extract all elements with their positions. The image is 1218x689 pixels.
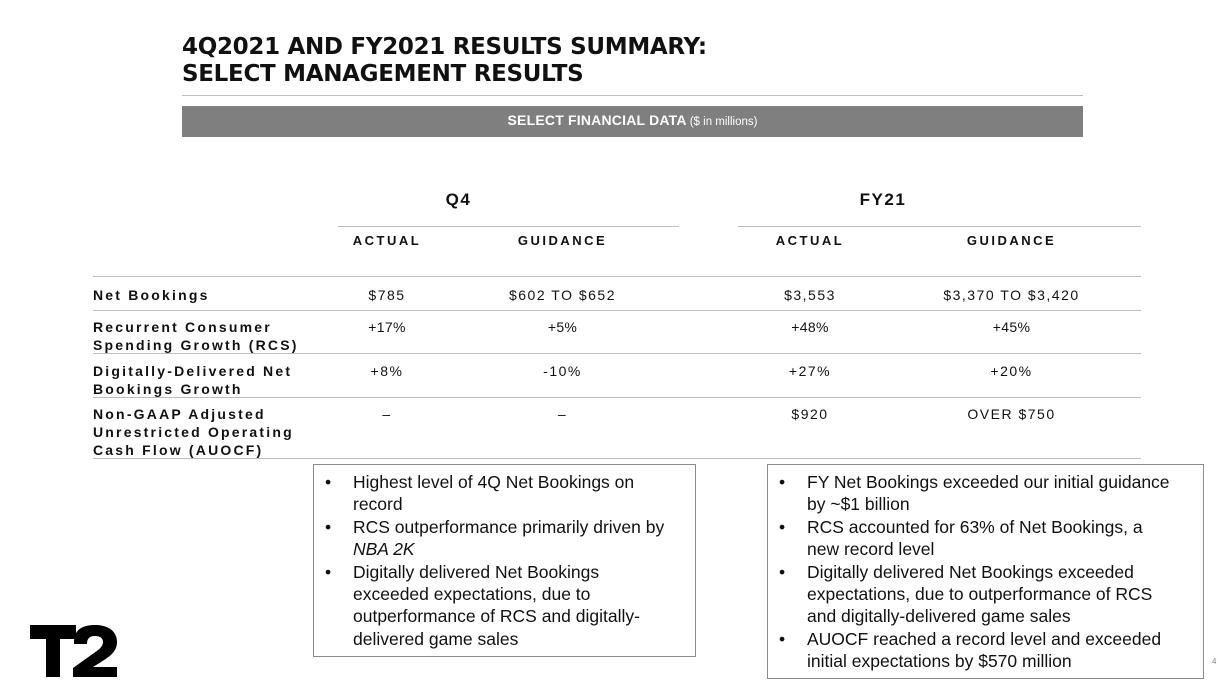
cell-auocf-fy21-guidance: OVER $750 — [967, 406, 1056, 422]
row-label-line: Cash Flow (AUOCF) — [93, 442, 264, 458]
note-text: RCS outperformance primarily driven by — [353, 516, 665, 537]
note-text: delivered game sales — [353, 628, 519, 649]
divider-q4-group — [338, 226, 679, 227]
subheader-q4-guidance: GUIDANCE — [517, 233, 608, 248]
cell-net-bookings-fy21-guidance: $3,370 TO $3,420 — [943, 287, 1080, 303]
cell-rcs-q4-actual: +17% — [368, 319, 406, 335]
page-number: 4 — [1212, 657, 1217, 666]
row-label-line: Spending Growth (RCS) — [93, 337, 299, 353]
note-text: Digitally delivered Net Bookings — [353, 561, 600, 582]
note-text: record — [353, 494, 403, 515]
fy21-note-item: • FY Net Bookings exceeded our initial g… — [768, 471, 1203, 516]
note-text-game-title: NBA 2K — [353, 539, 415, 560]
note-text: RCS accounted for 63% of Net Bookings, a — [807, 516, 1143, 537]
subheader-q4-actual: ACTUAL — [352, 233, 422, 248]
bullet-icon: • — [779, 472, 786, 492]
q4-note-item: • Highest level of 4Q Net Bookings on re… — [314, 471, 695, 516]
row-label-auocf: Non-GAAP Adjusted Unrestricted Operating… — [93, 405, 294, 459]
bullet-icon: • — [325, 472, 332, 492]
section-banner: SELECT FINANCIAL DATA ($ in millions) — [182, 106, 1083, 137]
cell-net-bookings-fy21-actual: $3,553 — [784, 287, 836, 303]
cell-net-bookings-q4-guidance: $602 TO $652 — [508, 287, 616, 303]
page-title-line-1: 4Q2021 AND FY2021 RESULTS SUMMARY: — [182, 34, 707, 60]
table-divider-row-1 — [93, 310, 1141, 311]
cell-auocf-q4-guidance: – — [557, 406, 568, 422]
row-label-line: Net Bookings — [93, 287, 210, 303]
cell-digital-q4-actual: +8% — [370, 363, 404, 379]
subheader-fy21-guidance: GUIDANCE — [966, 233, 1057, 248]
bullet-icon: • — [779, 516, 786, 537]
note-text: expectations, due to outperformance of R… — [807, 584, 1153, 605]
cell-rcs-fy21-actual: +48% — [791, 319, 829, 335]
row-label-rcs: Recurrent Consumer Spending Growth (RCS) — [93, 318, 299, 354]
cell-digital-fy21-guidance: +20% — [990, 363, 1033, 379]
note-text: exceeded expectations, due to — [353, 584, 591, 605]
bullet-icon: • — [325, 561, 332, 582]
cell-net-bookings-q4-actual: $785 — [368, 287, 406, 303]
bullet-icon: • — [779, 628, 786, 649]
fy21-note-item: • Digitally delivered Net Bookings excee… — [768, 561, 1203, 628]
q4-note-item: • RCS outperformance primarily driven by… — [314, 516, 695, 561]
divider-fy21-group — [738, 226, 1141, 227]
fy21-note-item: • AUOCF reached a record level and excee… — [768, 628, 1203, 673]
title-divider — [182, 95, 1083, 96]
note-text: by ~$1 billion — [807, 494, 910, 515]
banner-unit: ($ in millions) — [689, 116, 758, 128]
note-text: outperformance of RCS and digitally- — [353, 606, 640, 627]
note-text: and digitally-delivered game sales — [807, 606, 1071, 627]
row-label-line: Bookings Growth — [93, 381, 243, 397]
page-title: 4Q2021 AND FY2021 RESULTS SUMMARY: SELEC… — [182, 34, 707, 88]
q4-notes-box: • Highest level of 4Q Net Bookings on re… — [313, 464, 696, 657]
cell-digital-q4-guidance: -10% — [543, 363, 582, 379]
row-label-line: Non-GAAP Adjusted — [93, 406, 266, 422]
bullet-icon: • — [779, 561, 786, 582]
banner-label: SELECT FINANCIAL DATA — [507, 112, 687, 128]
fy21-notes-box: • FY Net Bookings exceeded our initial g… — [767, 464, 1204, 679]
note-text: FY Net Bookings exceeded our initial gui… — [807, 472, 1170, 492]
row-label-digital-growth: Digitally-Delivered Net Bookings Growth — [93, 362, 292, 398]
page-title-line-2: SELECT MANAGEMENT RESULTS — [182, 61, 584, 87]
fy21-note-item: • RCS accounted for 63% of Net Bookings,… — [768, 516, 1203, 561]
row-label-line: Unrestricted Operating — [93, 424, 294, 440]
table-divider-row-3 — [93, 397, 1141, 398]
row-label-net-bookings: Net Bookings — [93, 286, 210, 304]
cell-auocf-fy21-actual: $920 — [791, 406, 829, 422]
subheader-fy21-actual: ACTUAL — [775, 233, 845, 248]
cell-digital-fy21-actual: +27% — [788, 363, 832, 379]
note-text: Highest level of 4Q Net Bookings on — [353, 472, 635, 492]
table-divider-header — [93, 276, 1141, 277]
row-label-line: Digitally-Delivered Net — [93, 363, 293, 379]
t2-logo-icon — [30, 625, 117, 677]
note-text: new record level — [807, 539, 935, 560]
cell-rcs-q4-guidance: +5% — [547, 319, 578, 335]
bullet-icon: • — [325, 516, 332, 537]
cell-auocf-q4-actual: – — [382, 406, 392, 422]
table-divider-row-2 — [93, 353, 1141, 354]
table-divider-row-4 — [93, 458, 1141, 459]
q4-note-item: • Digitally delivered Net Bookings excee… — [314, 561, 695, 651]
group-header-q4: Q4 — [445, 190, 472, 209]
note-text: initial expectations by $570 million — [807, 651, 1072, 672]
note-text: Digitally delivered Net Bookings exceede… — [807, 561, 1134, 582]
cell-rcs-fy21-guidance: +45% — [992, 319, 1031, 335]
group-header-fy21: FY21 — [859, 190, 907, 209]
note-text: AUOCF reached a record level and exceede… — [807, 628, 1162, 649]
row-label-line: Recurrent Consumer — [93, 319, 272, 335]
